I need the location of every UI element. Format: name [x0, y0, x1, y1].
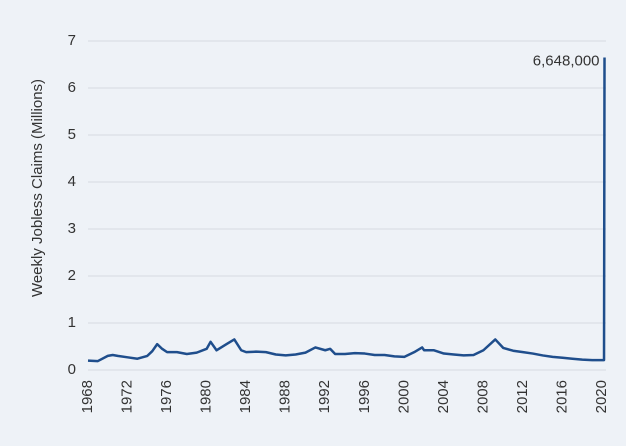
- y-tick-label: 1: [68, 314, 76, 331]
- x-tick-label: 1988: [277, 380, 294, 413]
- y-tick-label: 0: [68, 361, 76, 378]
- y-tick-label: 3: [68, 220, 76, 237]
- x-tick-label: 1972: [119, 380, 136, 413]
- y-tick-label: 7: [68, 32, 76, 49]
- y-tick-label: 2: [68, 267, 76, 284]
- y-axis-title: Weekly Jobless Claims (Millions): [29, 79, 46, 297]
- x-tick-label: 2008: [474, 380, 491, 413]
- y-tick-label: 5: [68, 126, 76, 143]
- x-tick-label: 1968: [79, 380, 96, 413]
- x-tick-label: 1980: [198, 380, 215, 413]
- x-tick-label: 2012: [514, 380, 531, 413]
- x-tick-label: 1996: [356, 380, 373, 413]
- x-tick-label: 1976: [158, 380, 175, 413]
- x-tick-label: 2000: [395, 380, 412, 413]
- line: [87, 57, 606, 363]
- x-tick-label: 1992: [316, 380, 333, 413]
- y-tick-label: 4: [68, 173, 76, 190]
- x-tick-label: 2016: [553, 380, 570, 413]
- data-label: 6,648,000: [533, 53, 600, 70]
- x-tick-label: 2020: [593, 380, 610, 413]
- y-tick-label: 6: [68, 79, 76, 96]
- x-tick-label: 2004: [435, 380, 452, 413]
- x-tick-label: 1984: [237, 380, 254, 413]
